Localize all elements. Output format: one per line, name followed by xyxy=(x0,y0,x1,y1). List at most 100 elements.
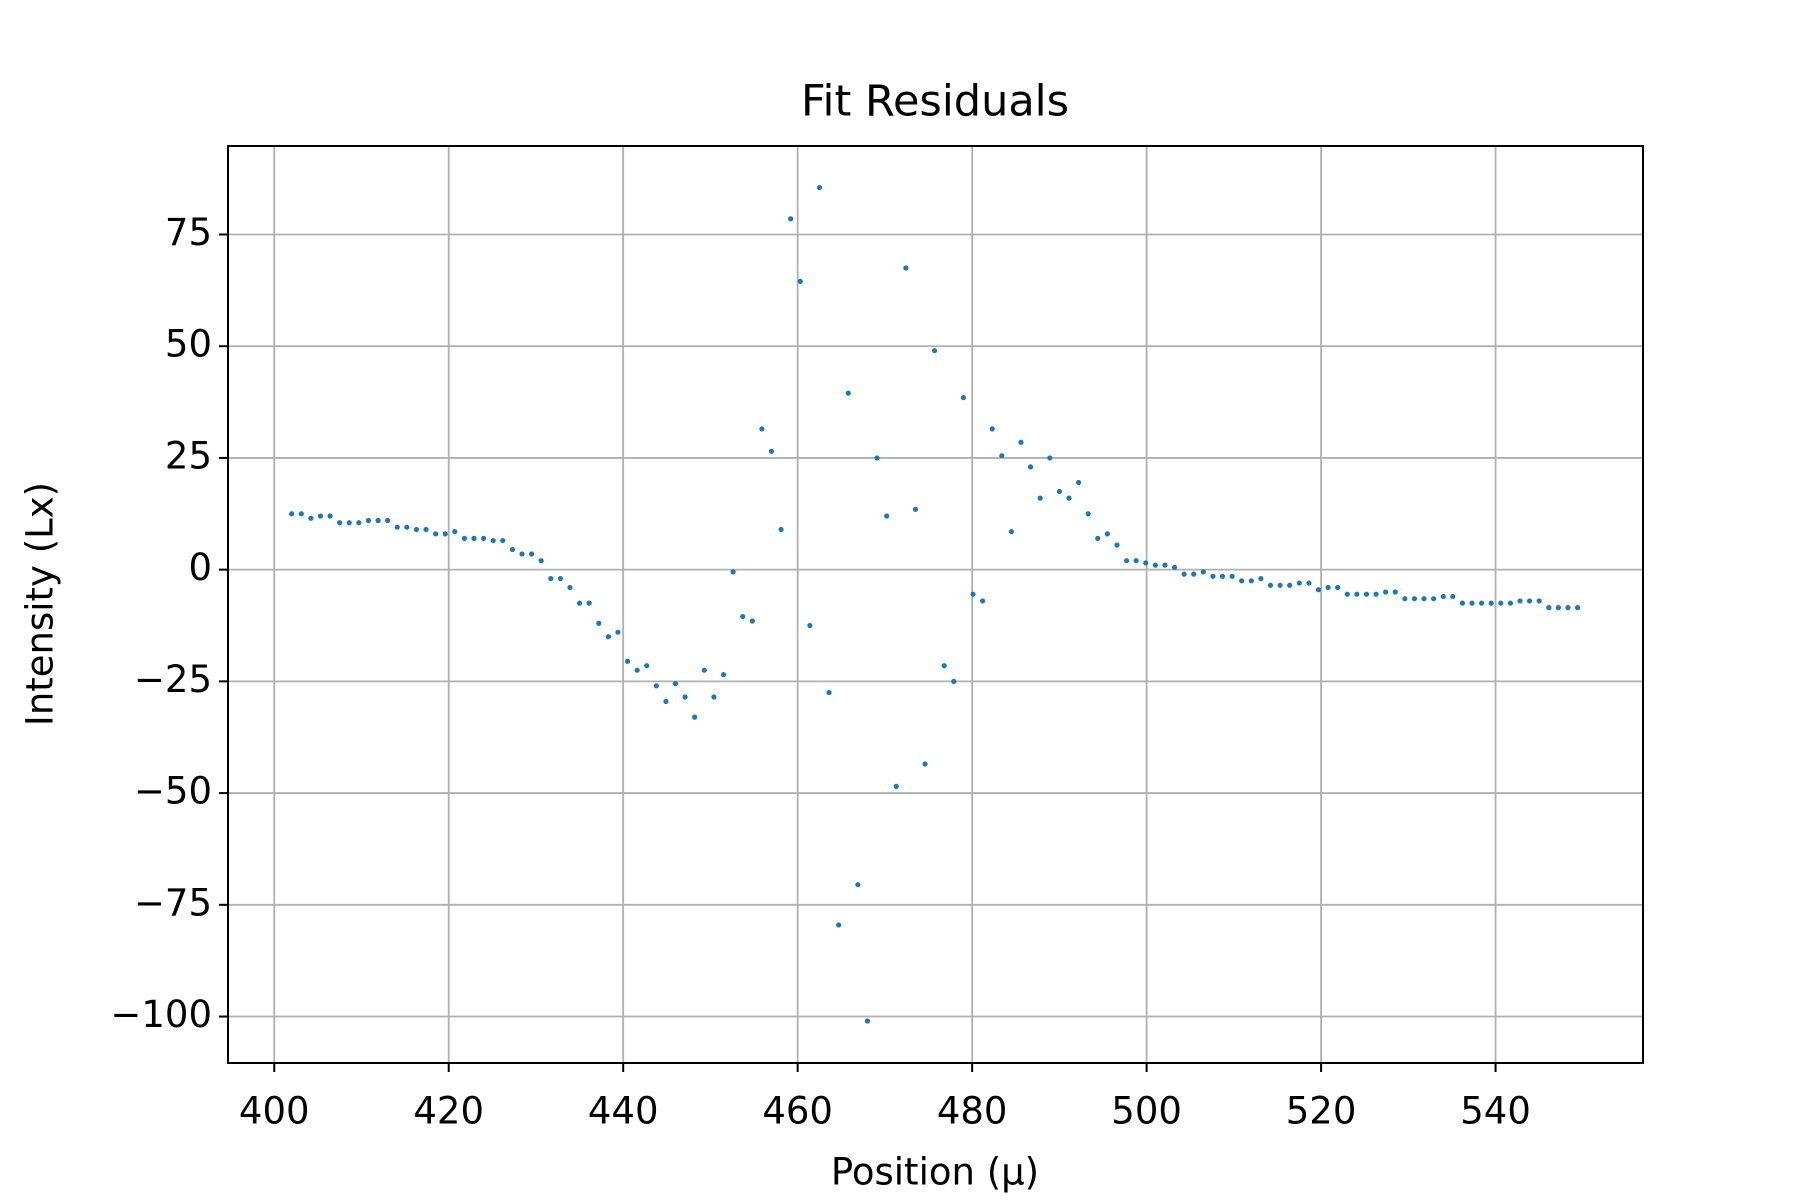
point xyxy=(1459,600,1466,606)
point xyxy=(1431,596,1437,602)
point xyxy=(452,529,458,535)
point xyxy=(788,216,794,222)
point xyxy=(394,524,400,530)
point xyxy=(1363,591,1370,597)
point xyxy=(365,517,372,524)
point xyxy=(471,535,477,541)
point xyxy=(1479,600,1485,606)
point xyxy=(442,531,448,537)
point xyxy=(1066,495,1072,501)
point xyxy=(317,513,324,519)
y-tick-label: −75 xyxy=(134,881,212,924)
point xyxy=(1373,591,1379,597)
point xyxy=(1123,558,1130,564)
point xyxy=(672,680,679,687)
point xyxy=(500,537,506,544)
point xyxy=(1440,593,1446,600)
point xyxy=(1248,578,1254,584)
point xyxy=(1267,582,1274,588)
point xyxy=(548,575,554,582)
point xyxy=(1162,562,1168,568)
point xyxy=(1325,584,1331,591)
point xyxy=(1239,578,1245,584)
x-tick-label: 400 xyxy=(239,1090,310,1133)
point xyxy=(576,600,583,606)
point xyxy=(308,515,314,521)
point xyxy=(816,184,823,191)
x-axis-label: Position (μ) xyxy=(831,1151,1039,1194)
point xyxy=(1075,479,1082,486)
point xyxy=(1287,582,1293,588)
point xyxy=(922,761,928,767)
point xyxy=(740,613,746,620)
point xyxy=(951,678,957,684)
y-tick-label: 25 xyxy=(165,434,212,477)
point xyxy=(1526,598,1533,604)
point xyxy=(413,526,420,533)
point xyxy=(1498,600,1504,606)
point xyxy=(1402,596,1408,602)
point xyxy=(1018,439,1024,445)
point xyxy=(1354,591,1360,597)
point xyxy=(855,882,861,888)
point xyxy=(960,394,967,401)
point xyxy=(663,698,669,705)
point xyxy=(1555,605,1561,611)
point xyxy=(768,448,775,454)
point xyxy=(1411,596,1418,602)
point xyxy=(1008,529,1014,535)
point xyxy=(356,520,362,526)
point xyxy=(797,278,803,285)
point xyxy=(557,575,563,582)
point xyxy=(1335,584,1341,591)
point xyxy=(989,426,995,432)
point xyxy=(941,663,947,669)
point xyxy=(289,511,295,517)
point xyxy=(404,524,410,530)
point xyxy=(1152,562,1158,568)
point xyxy=(538,558,544,564)
x-tick-label: 520 xyxy=(1286,1090,1357,1133)
point xyxy=(932,348,938,354)
point xyxy=(1114,542,1120,548)
y-axis-label: Intensity (Lx) xyxy=(19,482,62,726)
point xyxy=(481,535,487,541)
point xyxy=(1143,560,1149,566)
point xyxy=(653,683,659,689)
plot-frame xyxy=(227,145,1644,1064)
point xyxy=(1536,598,1542,604)
point xyxy=(864,1018,871,1024)
point xyxy=(807,622,813,629)
x-tick-label: 420 xyxy=(413,1090,484,1133)
point xyxy=(759,426,765,432)
x-tick-label: 440 xyxy=(588,1090,659,1133)
point xyxy=(337,520,343,526)
point xyxy=(826,689,832,696)
point xyxy=(423,526,429,533)
point xyxy=(874,455,880,461)
point xyxy=(1027,464,1034,470)
chart-title: Fit Residuals xyxy=(801,77,1069,127)
point xyxy=(519,551,525,557)
point xyxy=(1383,589,1389,595)
point xyxy=(1181,571,1187,577)
point xyxy=(893,783,899,789)
point xyxy=(980,598,986,604)
point xyxy=(596,620,602,626)
point xyxy=(298,511,304,517)
point xyxy=(1574,605,1581,611)
point xyxy=(970,591,976,597)
point xyxy=(644,663,650,669)
point xyxy=(1258,575,1264,582)
point xyxy=(1344,591,1350,597)
point xyxy=(720,672,727,678)
point xyxy=(385,517,391,524)
point xyxy=(749,618,755,624)
point xyxy=(327,513,333,519)
point xyxy=(1469,600,1475,606)
point xyxy=(1047,455,1053,461)
y-tick-label: 0 xyxy=(188,546,212,589)
point xyxy=(1565,605,1571,611)
point xyxy=(682,694,688,700)
